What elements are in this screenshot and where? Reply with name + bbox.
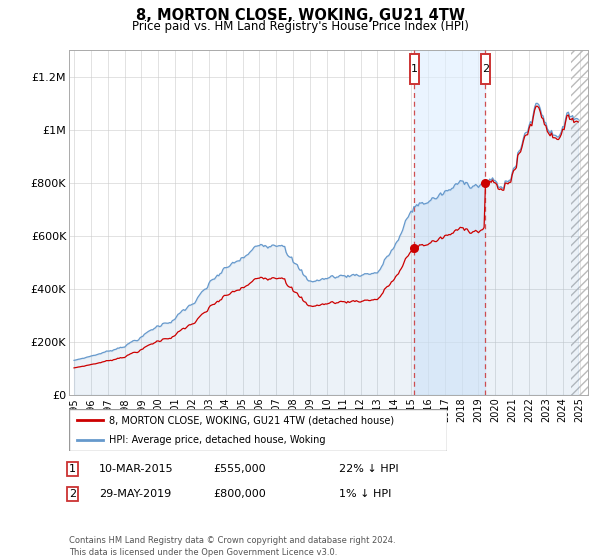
- Text: £555,000: £555,000: [213, 464, 266, 474]
- Text: 8, MORTON CLOSE, WOKING, GU21 4TW: 8, MORTON CLOSE, WOKING, GU21 4TW: [136, 8, 464, 24]
- Text: 1% ↓ HPI: 1% ↓ HPI: [339, 489, 391, 499]
- Text: 10-MAR-2015: 10-MAR-2015: [99, 464, 173, 474]
- Text: £800,000: £800,000: [213, 489, 266, 499]
- Bar: [571, 50, 596, 395]
- Bar: [414, 50, 485, 395]
- Text: 29-MAY-2019: 29-MAY-2019: [99, 489, 171, 499]
- Text: 1: 1: [69, 464, 76, 474]
- Text: Price paid vs. HM Land Registry's House Price Index (HPI): Price paid vs. HM Land Registry's House …: [131, 20, 469, 32]
- FancyBboxPatch shape: [481, 54, 490, 83]
- FancyBboxPatch shape: [410, 54, 419, 83]
- Text: 8, MORTON CLOSE, WOKING, GU21 4TW (detached house): 8, MORTON CLOSE, WOKING, GU21 4TW (detac…: [109, 415, 394, 425]
- Text: HPI: Average price, detached house, Woking: HPI: Average price, detached house, Woki…: [109, 435, 325, 445]
- Text: 2: 2: [69, 489, 76, 499]
- Text: 22% ↓ HPI: 22% ↓ HPI: [339, 464, 398, 474]
- Text: Contains HM Land Registry data © Crown copyright and database right 2024.
This d: Contains HM Land Registry data © Crown c…: [69, 536, 395, 557]
- Text: 2: 2: [482, 64, 489, 74]
- Text: 1: 1: [411, 64, 418, 74]
- Bar: [571, 50, 596, 395]
